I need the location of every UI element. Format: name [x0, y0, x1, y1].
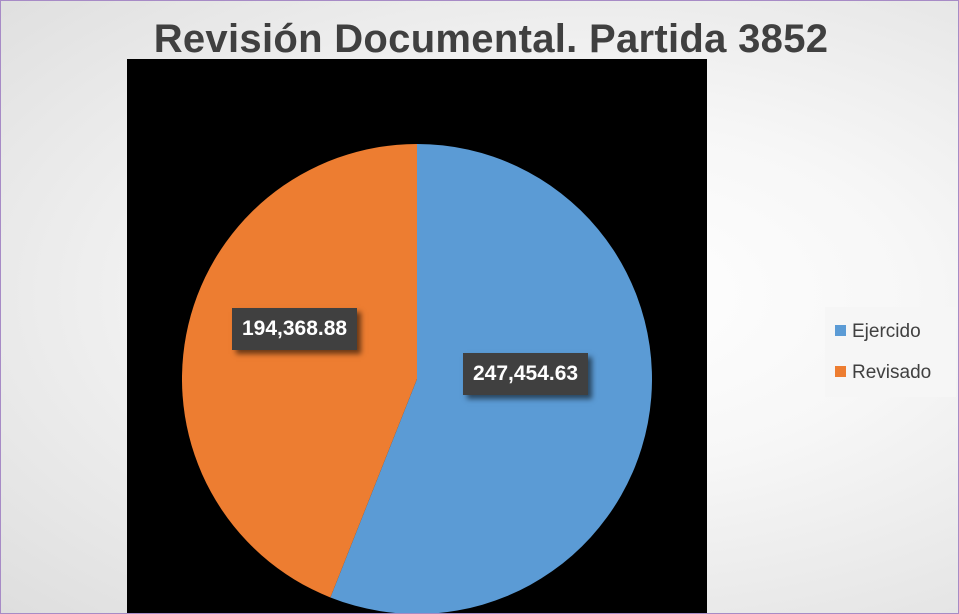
- plot-area: [127, 59, 707, 613]
- legend: Ejercido Revisado: [825, 307, 956, 397]
- legend-item-revisado: Revisado: [835, 361, 931, 385]
- pie-slice-revisado: [181, 144, 417, 598]
- legend-label-ejercido: Ejercido: [852, 321, 921, 342]
- pie-chart: [181, 144, 652, 613]
- legend-label-revisado: Revisado: [852, 362, 932, 383]
- data-label-ejercido: 247,454.63: [463, 353, 589, 395]
- chart-title: Revisión Documental. Partida 3852: [153, 17, 829, 61]
- legend-item-ejercido: Ejercido: [835, 320, 921, 344]
- legend-swatch-ejercido: [835, 325, 846, 336]
- legend-swatch-revisado: [835, 366, 846, 377]
- data-label-revisado: 194,368.88: [232, 308, 358, 350]
